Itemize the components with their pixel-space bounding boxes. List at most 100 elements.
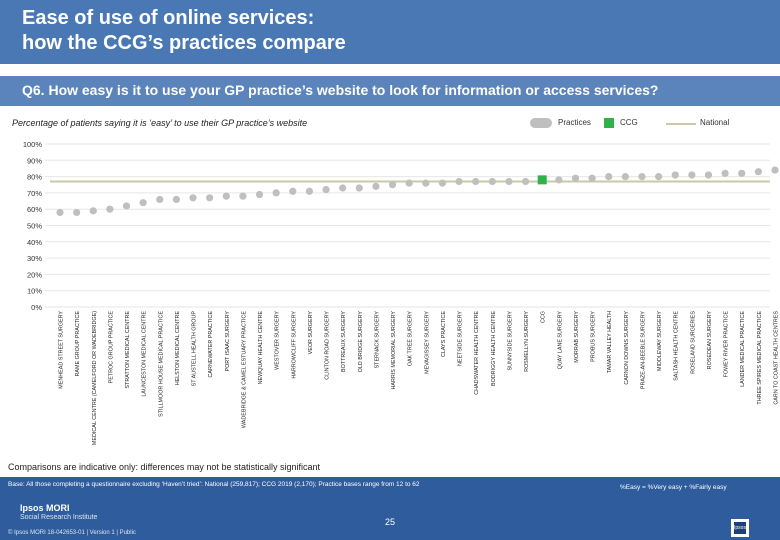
practice-point (521, 177, 530, 186)
category-label: NEWQUAY HEALTH CENTRE (258, 311, 264, 385)
y-tick-label: 60% (27, 205, 42, 214)
easy-formula: %Easy = %Very easy + %Fairly easy (620, 484, 727, 491)
category-label: HARRIS MEMORIAL SURGERY (391, 311, 397, 390)
ccg-category-label: CCG (541, 311, 547, 323)
practice-point (339, 184, 347, 192)
category-label: THREE SPIRES MEDICAL PRACTICE (757, 311, 763, 405)
category-label: MIDDLEWAY SURGERY (657, 311, 663, 371)
category-label: MORRAB SURGERY (574, 311, 580, 363)
legend-ccg-swatch (604, 118, 614, 128)
category-label: OLD BRIDGE SURGERY (358, 311, 364, 373)
ipsos-mori-logo: Ipsos MORI (20, 503, 70, 513)
y-tick-label: 0% (31, 303, 42, 312)
y-tick-label: 20% (27, 270, 42, 279)
comparison-note: Comparisons are indicative only: differe… (8, 462, 320, 472)
category-label: WESTOVER SURGERY (275, 311, 281, 370)
practice-point (322, 186, 330, 194)
legend-practices-label: Practices (558, 118, 591, 127)
practice-point (754, 168, 762, 176)
question-bar: Q6. How easy is it to use your GP practi… (0, 76, 780, 106)
practice-point (56, 208, 64, 217)
category-label: ROSELAND SURGERIES (690, 311, 696, 374)
practice-point (771, 166, 779, 174)
category-label: FOWEY RIVER PRACTICE (724, 311, 730, 378)
category-label: STERNACK SURGERY (374, 311, 380, 369)
practice-point (472, 177, 480, 186)
title-line-1: Ease of use of online services: (22, 7, 315, 29)
category-label: ST AUSTELL HEALTH GROUP (192, 311, 198, 387)
category-label: LAUNCESTON MEDICAL CENTRE (142, 311, 148, 397)
practice-point (488, 177, 496, 186)
practice-point (272, 189, 280, 197)
y-tick-label: 50% (27, 222, 42, 231)
y-tick-label: 40% (27, 238, 42, 247)
practice-point (139, 199, 147, 207)
sri-logo-text: Social Research Institute (20, 514, 98, 521)
practice-point (239, 192, 247, 200)
category-label: ROSEDEAN SURGERY (707, 311, 713, 370)
legend-national-label: National (700, 118, 730, 127)
practice-comparison-chart: 0% 10% 20% 30% 40% 50% 60% 70% 80% 90% 100% MENHEAD… (23, 140, 780, 445)
practice-point (172, 195, 180, 204)
category-label: MEVAGISSEY SURGERY (424, 311, 430, 374)
category-label: HARROWCLIFF SURGERY (291, 311, 297, 379)
y-tick-label: 30% (27, 254, 42, 263)
ccg-point (537, 175, 547, 185)
page-title: Ease of use of online services: how the … (22, 6, 346, 56)
category-label: RAME GROUP PRACTICE (75, 311, 81, 377)
practice-point (422, 179, 430, 187)
practice-point (355, 184, 363, 192)
ipsos-badge-icon: Ipsos (731, 519, 749, 537)
practice-point (305, 187, 314, 195)
practice-point (89, 207, 97, 215)
category-label: LANDER MEDICAL PRACTICE (740, 311, 746, 387)
practice-point (571, 174, 580, 182)
category-label: TAMAR VALLEY HEALTH (607, 311, 613, 373)
category-label: SALTASH HEALTH CENTRE (674, 311, 680, 381)
practice-point (289, 187, 297, 195)
copyright-text: © Ipsos MORI 18-042653-01 | Version 1 | … (8, 530, 136, 536)
y-tick-label: 100% (23, 140, 43, 149)
footer-bar: Base: All those completing a questionnai… (0, 477, 780, 540)
category-label: CARNON DOWNS SURGERY (624, 311, 630, 385)
category-label: OAK TREE SURGERY (408, 311, 414, 367)
category-label: CLAYS PRACTICE (441, 311, 447, 357)
legend-practices-swatch (530, 118, 552, 128)
category-label: CHADSWATER HEALTH CENTRE (474, 311, 480, 395)
practice-point (156, 195, 164, 204)
header-bar: Ease of use of online services: how the … (0, 0, 780, 64)
practice-point (671, 171, 679, 179)
category-label: ROSMELLYN SURGERY (524, 311, 530, 372)
category-label: CLINTON ROAD SURGERY (325, 311, 331, 380)
practice-point (372, 182, 380, 190)
question-text: Q6. How easy is it to use your GP practi… (22, 82, 659, 98)
practice-point (588, 174, 596, 182)
category-label: QUAY LANE SURGERY (557, 311, 563, 370)
practice-point (638, 173, 646, 181)
practice-point (688, 171, 696, 179)
y-tick-label: 70% (27, 189, 42, 198)
category-label: HELSTON MEDICAL CENTRE (175, 311, 181, 386)
practice-point (505, 177, 513, 186)
practice-point (555, 176, 563, 184)
page-number: 25 (384, 517, 395, 527)
legend-ccg-label: CCG (620, 118, 638, 127)
practice-point (73, 208, 81, 217)
practice-point (405, 179, 413, 187)
practice-point (122, 202, 131, 210)
practice-point (206, 194, 214, 202)
category-label: STILLMOOR HOUSE MEDICAL PRACTICE (158, 311, 164, 417)
category-label: SUNNYSIDE SURGERY (507, 311, 513, 371)
y-tick-label: 80% (27, 173, 42, 182)
y-tick-label: 10% (27, 287, 42, 296)
base-note: Base: All those completing a questionnai… (8, 481, 420, 488)
category-label: VEOR SURGERY (308, 311, 314, 355)
title-line-2: how the CCG’s practices compare (22, 32, 346, 54)
category-label: CARNEWATER PRACTICE (208, 311, 214, 378)
practice-point (222, 192, 230, 200)
category-label: PRAZE-AN-BEEBLE SURGERY (640, 311, 646, 389)
category-label: STRATTON MEDICAL CENTRE (125, 311, 131, 389)
practice-point (189, 194, 197, 202)
category-label: CARN TO COAST HEALTH CENTRES (774, 311, 780, 405)
practice-point (455, 177, 463, 186)
